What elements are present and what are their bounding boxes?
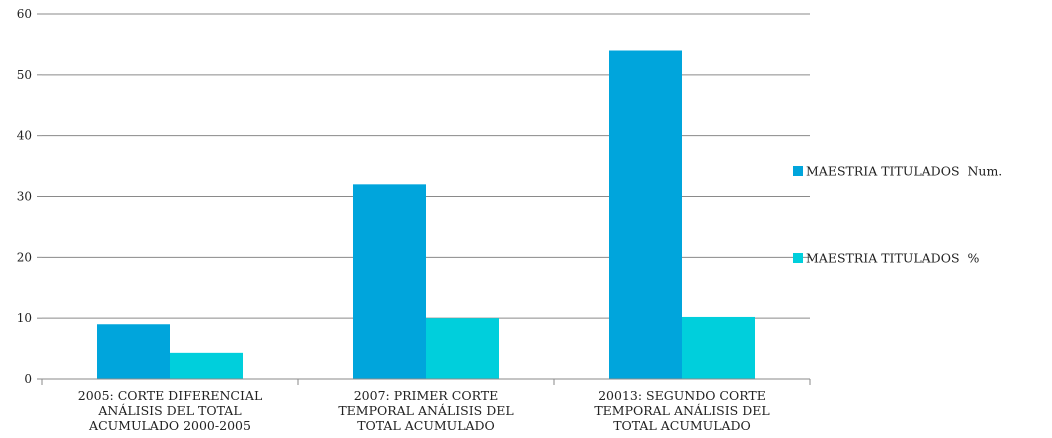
bar-num-3 (609, 50, 682, 379)
x-category-label-line: TEMPORAL ANÁLISIS DEL (338, 403, 513, 418)
x-category-label-line: TOTAL ACUMULADO (613, 418, 751, 433)
x-category-label-line: ANÁLISIS DEL TOTAL (97, 403, 241, 418)
x-category-label-line: TEMPORAL ANÁLISIS DEL (594, 403, 769, 418)
bar-pct-1 (170, 352, 243, 379)
bar-pct-2 (426, 318, 499, 379)
x-category-label-line: 20013: SEGUNDO CORTE (598, 388, 766, 403)
y-tick-label: 10 (17, 311, 32, 325)
y-tick-label: 40 (17, 129, 32, 143)
bars (97, 50, 755, 379)
y-tick-label: 30 (17, 190, 32, 204)
y-tick-label: 50 (17, 68, 32, 82)
x-category-label: 2005: CORTE DIFERENCIAL ANÁLISIS DEL TOTA… (78, 388, 263, 433)
x-category-label-line: 2007: PRIMER CORTE (354, 388, 499, 403)
y-tick-label: 0 (24, 372, 32, 386)
y-tick-label: 60 (17, 7, 32, 21)
bar-pct-3 (682, 316, 755, 379)
x-category-label: 20013: SEGUNDO CORTE TEMPORAL ANÁLISIS DE… (594, 388, 769, 433)
y-axis-ticks: 0 10 20 30 40 50 60 (17, 7, 42, 386)
x-axis-category-labels: 2005: CORTE DIFERENCIAL ANÁLISIS DEL TOTA… (78, 388, 770, 433)
x-category-label: 2007: PRIMER CORTE TEMPORAL ANÁLISIS DEL T… (338, 388, 513, 433)
bar-num-2 (353, 184, 426, 379)
x-category-label-line: ACUMULADO 2000-2005 (88, 418, 251, 433)
legend-label-num: MAESTRIA TITULADOS Num. (806, 164, 1002, 179)
x-axis (41, 378, 811, 385)
legend-swatch-num (793, 166, 803, 176)
y-tick-label: 20 (17, 250, 32, 264)
x-category-label-line: 2005: CORTE DIFERENCIAL (78, 388, 263, 403)
legend-swatch-pct (793, 253, 803, 263)
x-category-label-line: TOTAL ACUMULADO (357, 418, 495, 433)
bar-num-1 (97, 324, 170, 379)
legend: MAESTRIA TITULADOS Num. MAESTRIA TITULADO… (793, 164, 1002, 266)
legend-label-pct: MAESTRIA TITULADOS % (806, 251, 979, 266)
